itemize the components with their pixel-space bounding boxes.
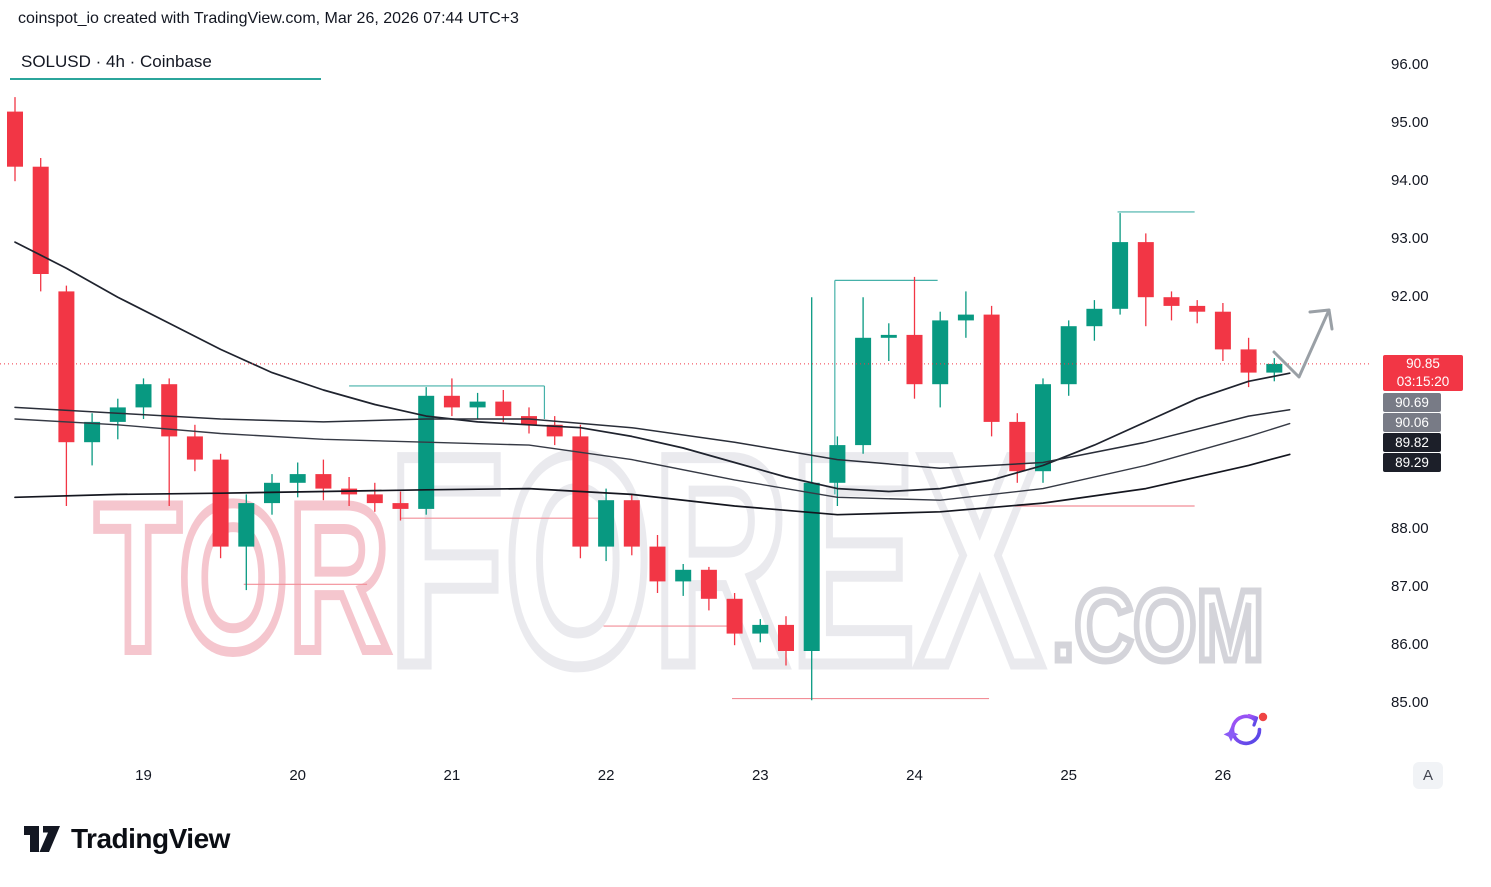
ma-line xyxy=(14,406,1291,470)
time-axis-label: 23 xyxy=(751,767,769,784)
candle-up xyxy=(675,569,692,582)
candle-up xyxy=(598,500,615,547)
candle-up xyxy=(855,337,872,446)
candle-down xyxy=(623,500,640,547)
candle-up xyxy=(1112,242,1129,309)
candle-up xyxy=(469,401,486,408)
price-tick-label: 94.00 xyxy=(1391,172,1429,190)
ai-assistant-icon[interactable] xyxy=(1218,710,1270,756)
price-tick-label: 87.00 xyxy=(1391,578,1429,596)
price-tick-label: 92.00 xyxy=(1391,288,1429,306)
current-price-value: 90.85 xyxy=(1406,355,1440,371)
notification-dot xyxy=(1258,712,1268,722)
candle-up xyxy=(84,421,101,443)
svg-text:.COM: .COM xyxy=(1052,570,1264,682)
candle-down xyxy=(726,598,743,634)
candle-up xyxy=(1086,308,1103,327)
ma-line xyxy=(14,453,1291,516)
candle-down xyxy=(521,416,537,425)
tradingview-logo-icon xyxy=(24,826,60,852)
candle-up xyxy=(109,407,126,422)
candle-down xyxy=(906,334,923,385)
candle-up xyxy=(932,320,949,385)
trend-arrow-drawing[interactable] xyxy=(1272,308,1334,379)
candle-down xyxy=(1137,242,1154,298)
candles xyxy=(7,97,1283,701)
time-axis-label: 19 xyxy=(135,767,152,784)
candle-down xyxy=(58,291,75,443)
candle-down xyxy=(1214,311,1231,350)
candle-down xyxy=(32,166,49,274)
chart-attribution: coinspot_io created with TradingView.com… xyxy=(18,10,519,27)
candle-down xyxy=(7,111,23,167)
candle-down xyxy=(983,314,1000,422)
time-axis-label: 25 xyxy=(1060,767,1078,784)
candle-up xyxy=(1035,384,1051,472)
price-tick-label: 93.00 xyxy=(1391,230,1429,248)
time-axis-label: 26 xyxy=(1214,767,1232,784)
price-axis[interactable]: 96.00 95.00 94.00 93.00 92.00 88.00 87.00 86.00… xyxy=(1383,0,1491,760)
candle-down xyxy=(649,546,666,582)
candle-up xyxy=(752,624,769,634)
price-tick-label: 85.00 xyxy=(1391,694,1429,712)
countdown-timer: 03:15:20 xyxy=(1396,373,1450,389)
time-axis-label: 24 xyxy=(906,767,923,784)
price-tick-label: 95.00 xyxy=(1391,114,1429,132)
candle-up xyxy=(1266,363,1283,373)
candle-down xyxy=(161,384,178,437)
price-tick-label: 96.00 xyxy=(1391,56,1429,74)
candle-up xyxy=(829,445,846,483)
time-axis-label: 22 xyxy=(597,767,615,784)
price-tick-label: 86.00 xyxy=(1391,636,1429,654)
candle-down xyxy=(366,494,383,504)
candle-up xyxy=(418,395,435,509)
candle-up xyxy=(1060,326,1077,385)
candle-down xyxy=(212,459,229,547)
candle-down xyxy=(1009,421,1026,472)
time-axis[interactable]: 19 20 21 22 23 24 25 26 xyxy=(0,762,1491,792)
moving-average-lines xyxy=(14,241,1291,516)
time-axis-label: 21 xyxy=(443,767,461,784)
svg-text:FOREX: FOREX xyxy=(388,392,1044,728)
candle-down xyxy=(778,624,794,651)
time-axis-label: 20 xyxy=(289,767,307,784)
price-tick-label: 88.00 xyxy=(1391,520,1429,538)
candle-up xyxy=(803,482,820,651)
ma-value-badge: 89.29 xyxy=(1383,452,1441,472)
candle-down xyxy=(392,503,409,509)
symbol-legend[interactable]: SOLUSD · 4h · Coinbase xyxy=(21,52,212,71)
candle-up xyxy=(957,314,974,321)
ma-line xyxy=(14,418,1291,501)
current-price-badge: 90.85 03:15:20 xyxy=(1383,354,1463,391)
ma-value-badge: 89.82 xyxy=(1383,432,1441,452)
candle-down xyxy=(495,401,512,417)
candle-up xyxy=(289,474,306,483)
ma-value-badge: 90.06 xyxy=(1383,412,1441,432)
candle-up xyxy=(238,503,255,547)
candle-down xyxy=(1240,349,1257,373)
ma-line xyxy=(14,241,1291,493)
candle-down xyxy=(1189,305,1206,312)
legend-underline xyxy=(10,78,321,80)
candle-down xyxy=(1163,297,1180,306)
candle-down xyxy=(443,395,460,408)
tradingview-logo[interactable]: TradingView xyxy=(22,822,230,856)
ma-value-badge: 90.69 xyxy=(1383,392,1441,412)
tradingview-logo-text: TradingView xyxy=(71,823,230,854)
svg-text:TOR: TOR xyxy=(95,460,390,695)
candle-up xyxy=(880,334,897,338)
candle-down xyxy=(546,424,563,437)
candle-up xyxy=(135,384,152,408)
candle-down xyxy=(700,569,717,599)
candle-down xyxy=(315,474,332,489)
candle-down xyxy=(186,436,203,460)
auto-scale-button[interactable]: A xyxy=(1413,762,1443,789)
